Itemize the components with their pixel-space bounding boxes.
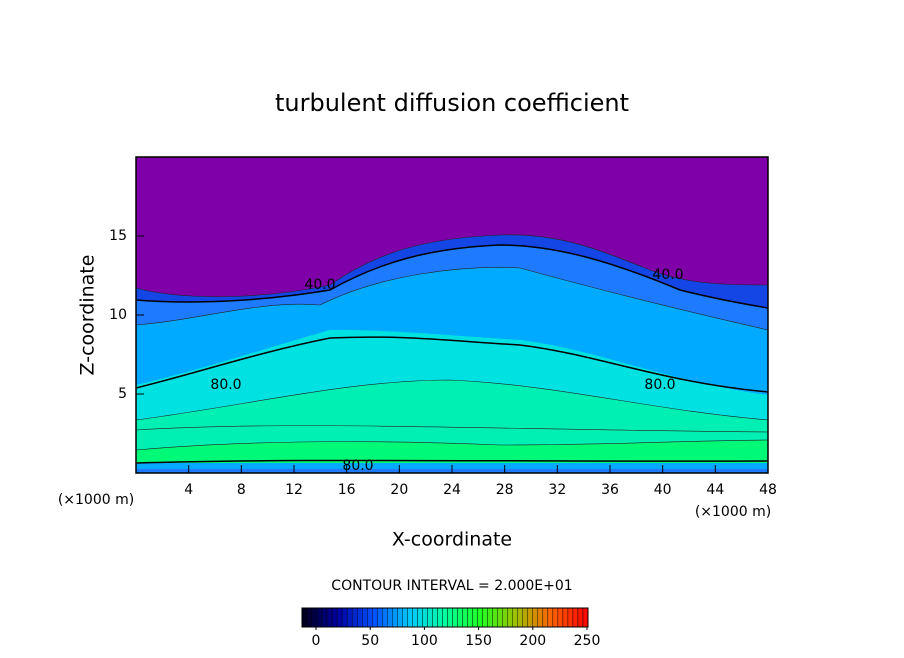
colorbar-cell: [387, 607, 393, 628]
colorbar-frame: [301, 607, 589, 628]
colorbar-tick-label: 0: [312, 633, 321, 649]
colorbar-cell: [552, 607, 559, 628]
x-tick-label: 36: [601, 482, 619, 498]
x-tick-label: 44: [706, 482, 724, 498]
colorbar-tick-label: 100: [411, 633, 438, 649]
colorbar-cell: [427, 607, 433, 628]
contour-thin: [135, 425, 769, 433]
x-tick-label: 20: [390, 482, 408, 498]
colorbar-cell: [557, 607, 564, 628]
colorbar-cell: [542, 607, 549, 628]
colorbar-cell: [457, 607, 463, 628]
colorbar-cell: [417, 607, 423, 628]
colorbar-cell: [311, 607, 318, 628]
contour-label: 40.0: [304, 277, 335, 293]
colorbar-tick-label: 150: [465, 633, 492, 649]
colorbar-cell: [382, 607, 388, 628]
colorbar-cell: [547, 607, 554, 628]
colorbar-cell: [356, 607, 363, 628]
colorbar-cell: [492, 607, 498, 628]
x-tick-label: 24: [443, 482, 461, 498]
contour-line: [135, 244, 769, 309]
y-tick-label: 10: [109, 307, 127, 323]
colorbar-cell: [472, 607, 478, 628]
colorbar-tick-label: 200: [519, 633, 546, 649]
colorbar-cell: [301, 607, 308, 628]
colorbar-cell: [341, 607, 348, 628]
x-tick-label: 48: [759, 482, 777, 498]
colorbar-cell: [562, 607, 569, 628]
contour-thin: [135, 234, 769, 297]
colorbar-cell: [402, 607, 408, 628]
colorbar-cell: [407, 607, 413, 628]
colorbar-cell: [326, 607, 333, 628]
y-axis-label: Z-coordinate: [77, 255, 99, 376]
colorbar-cell: [497, 607, 503, 628]
y-tick-label: 5: [118, 386, 127, 402]
colorbar-cell: [477, 607, 483, 628]
colorbar-cell: [507, 607, 513, 628]
x-tick-label: 40: [654, 482, 672, 498]
colorbar-cell: [331, 607, 338, 628]
colorbar-cell: [577, 607, 584, 628]
colorbar-cell: [372, 607, 378, 628]
colorbar-tick-label: 50: [361, 633, 379, 649]
colorbar-cell: [437, 607, 443, 628]
colorbar-cell: [517, 607, 523, 628]
colorbar-cell: [351, 607, 358, 628]
contour-label: 80.0: [644, 377, 675, 393]
x-tick-label: 28: [496, 482, 514, 498]
colorbar-cell: [522, 607, 528, 628]
colorbar-cell: [582, 607, 589, 628]
x-unit-label: (×1000 m): [58, 492, 134, 508]
colorbar-cell: [316, 607, 323, 628]
colorbar-cell: [321, 607, 328, 628]
colorbar-cell: [462, 607, 468, 628]
colorbar-cell: [392, 607, 398, 628]
colorbar-cell: [567, 607, 574, 628]
colorbar-cell: [532, 607, 539, 628]
colorbar-cell: [397, 607, 403, 628]
colorbar-cell: [482, 607, 488, 628]
x-tick-label: 8: [237, 482, 246, 498]
contour-line: [135, 336, 769, 393]
chart-title: turbulent diffusion coefficient: [275, 89, 629, 117]
x-axis-label: X-coordinate: [392, 529, 512, 551]
colorbar-cell: [422, 607, 428, 628]
colorbar-cell: [537, 607, 544, 628]
contour-thin: [135, 267, 769, 331]
colorbar-cell: [487, 607, 493, 628]
contour-thin: [135, 379, 769, 421]
x-tick-label: 32: [548, 482, 566, 498]
x-tick-label: 16: [338, 482, 356, 498]
colorbar-cell: [377, 607, 383, 628]
colorbar-cell: [502, 607, 508, 628]
x-tick-label: 12: [285, 482, 303, 498]
contour-label: 40.0: [652, 267, 683, 283]
colorbar-cell: [572, 607, 579, 628]
x-tick-label: 4: [184, 482, 193, 498]
contour-label: 80.0: [342, 458, 373, 474]
colorbar-cell: [512, 607, 518, 628]
colorbar-cell: [306, 607, 313, 628]
contour-thin: [135, 439, 769, 451]
colorbar-cell: [362, 607, 368, 628]
colorbar-cell: [346, 607, 353, 628]
colorbar-cell: [336, 607, 343, 628]
colorbar-cell: [447, 607, 453, 628]
x-unit-label: (×1000 m): [695, 504, 771, 520]
contour-label: 80.0: [210, 377, 241, 393]
colorbar-tick-label: 250: [574, 633, 601, 649]
colorbar-cell: [467, 607, 473, 628]
colorbar-cell: [367, 607, 373, 628]
colorbar-cell: [412, 607, 418, 628]
colorbar-cell: [432, 607, 438, 628]
colorbar-cell: [527, 607, 534, 628]
contour-interval: CONTOUR INTERVAL = 2.000E+01: [331, 578, 572, 594]
y-tick-label: 15: [109, 228, 127, 244]
contour-line: [135, 459, 769, 464]
colorbar-cell: [442, 607, 448, 628]
colorbar-cell: [452, 607, 458, 628]
